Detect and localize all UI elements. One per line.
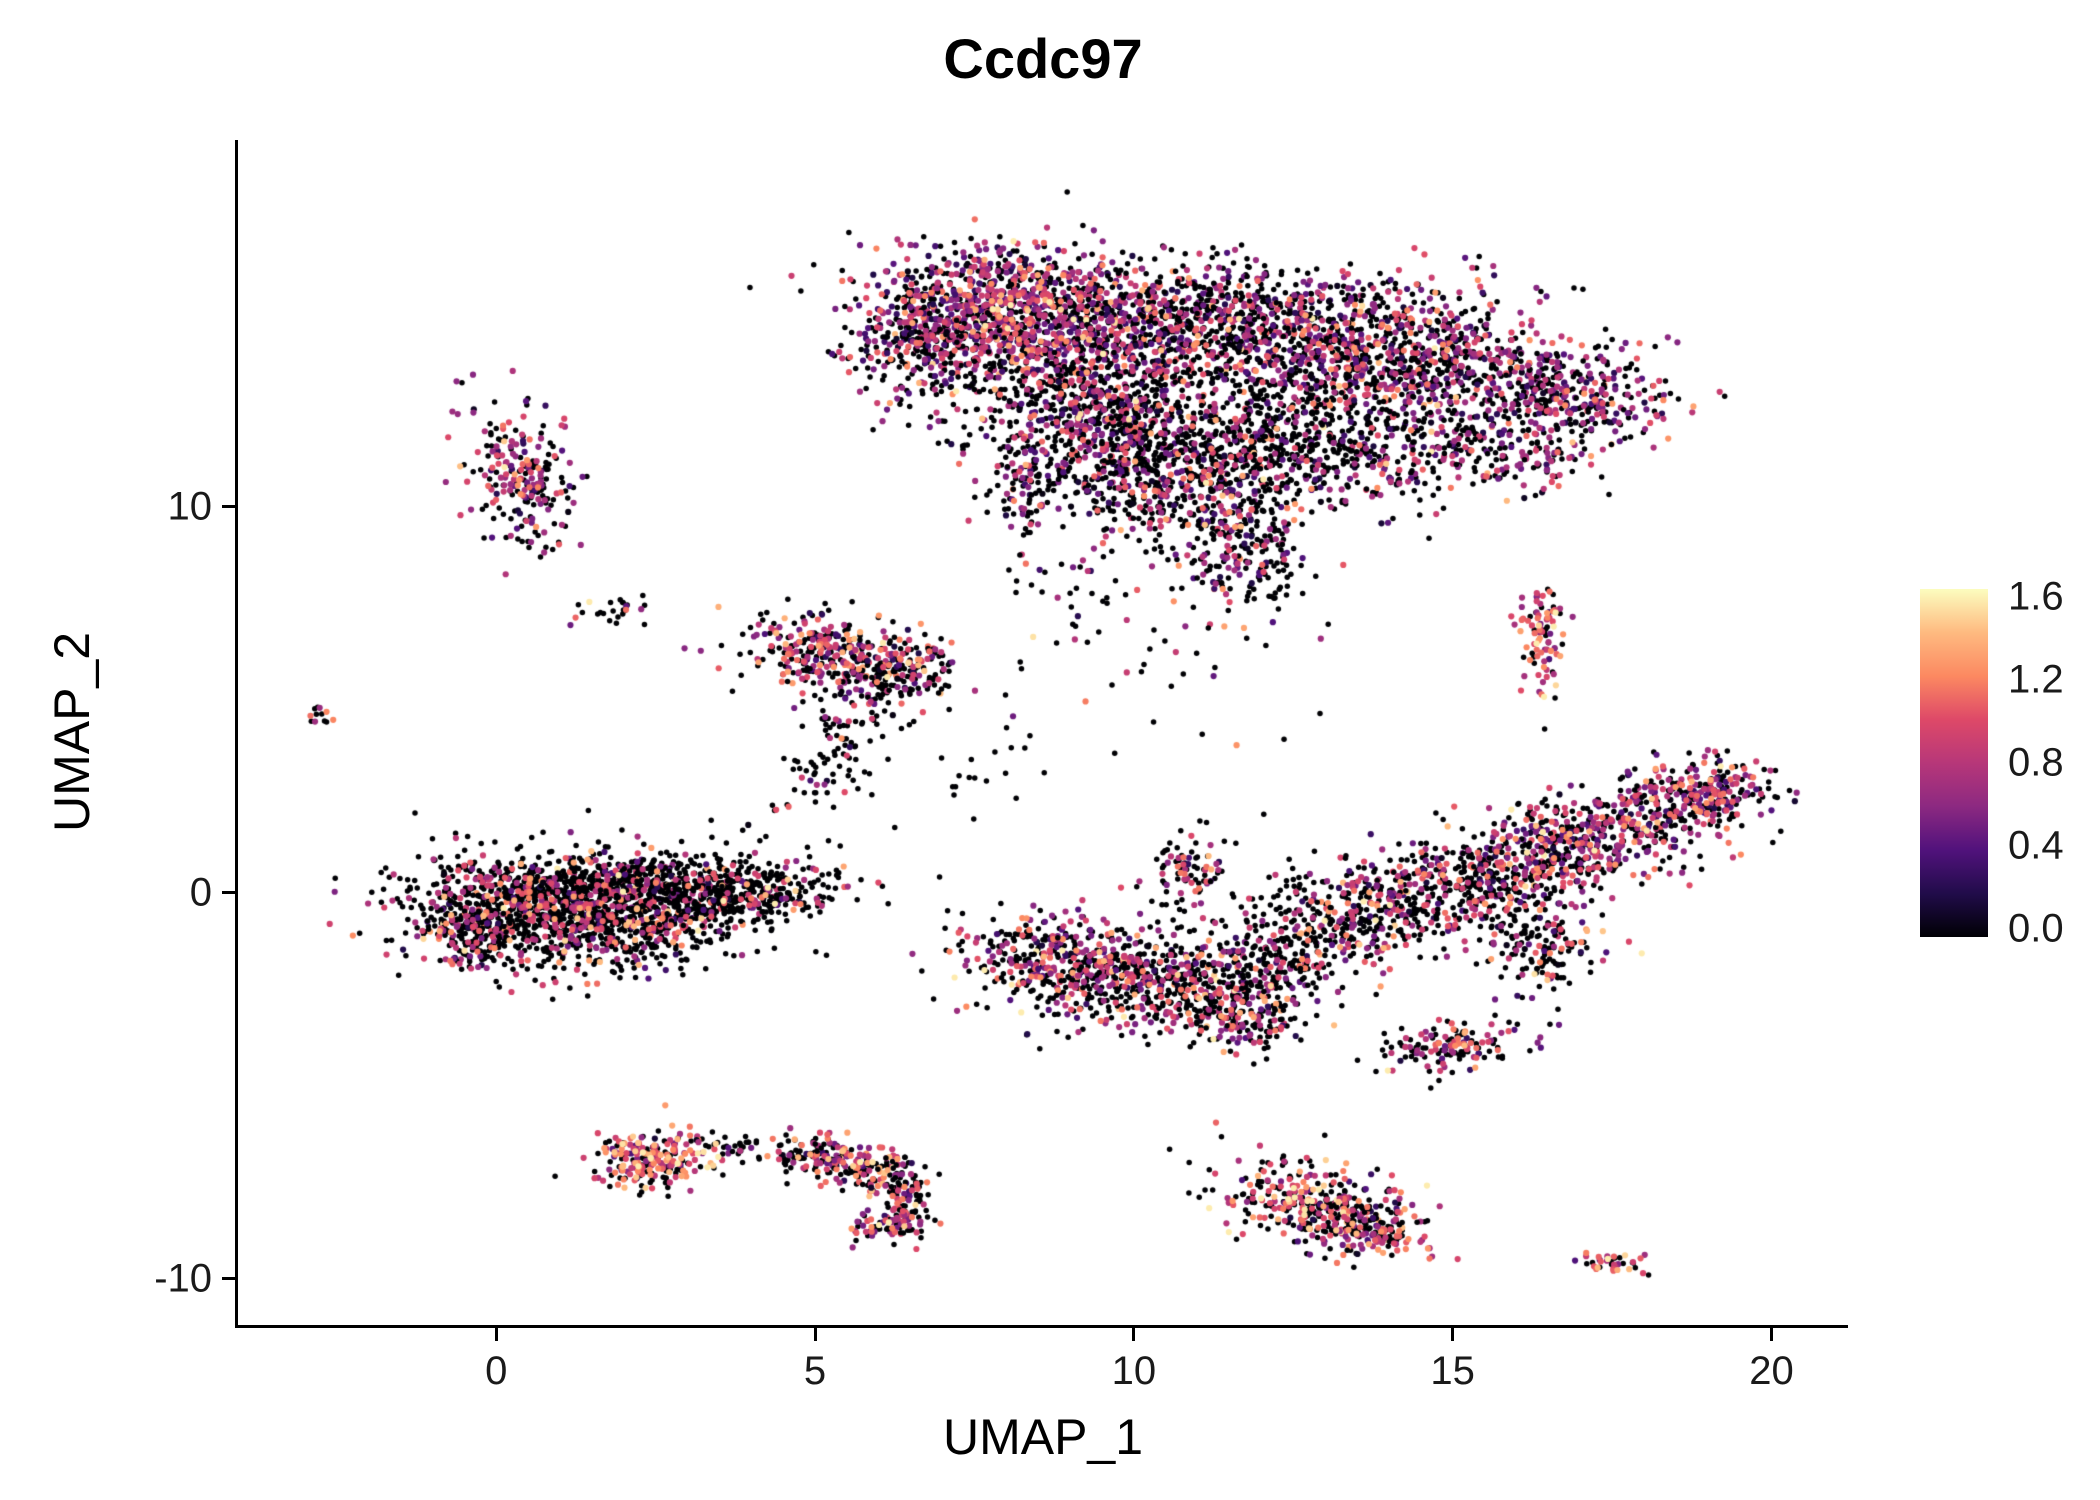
colorbar-gradient xyxy=(1920,589,1988,937)
x-tick-mark xyxy=(1132,1328,1136,1341)
x-tick-label: 20 xyxy=(1749,1349,1794,1393)
y-tick-label: 0 xyxy=(189,870,212,915)
x-tick-mark xyxy=(1769,1328,1773,1341)
x-tick-mark xyxy=(813,1328,817,1341)
colorbar-tick-label: 1.6 xyxy=(2008,574,2064,619)
colorbar-tick-label: 0.4 xyxy=(2008,823,2064,868)
colorbar-tick-label: 1.2 xyxy=(2008,657,2064,702)
y-axis-line xyxy=(235,140,238,1328)
colorbar-tick-label: 0.0 xyxy=(2008,906,2064,951)
y-tick-mark xyxy=(222,1277,235,1281)
x-tick-label: 10 xyxy=(1111,1349,1157,1393)
plot-title: Ccdc97 xyxy=(943,27,1143,90)
y-tick-label: 10 xyxy=(167,484,213,529)
x-tick-label: 0 xyxy=(485,1349,508,1393)
y-tick-mark xyxy=(222,891,235,895)
x-tick-label: 5 xyxy=(803,1349,827,1393)
y-tick-mark xyxy=(222,505,235,509)
x-axis-title: UMAP_1 xyxy=(942,1409,1144,1465)
x-axis-line xyxy=(235,1325,1848,1328)
y-axis-title: UMAP_2 xyxy=(44,631,100,833)
x-tick-mark xyxy=(1451,1328,1455,1341)
colorbar-tick-label: 0.8 xyxy=(2008,740,2064,785)
y-tick-label: -10 xyxy=(154,1256,212,1301)
x-tick-label: 15 xyxy=(1430,1349,1475,1393)
x-tick-mark xyxy=(494,1328,498,1341)
